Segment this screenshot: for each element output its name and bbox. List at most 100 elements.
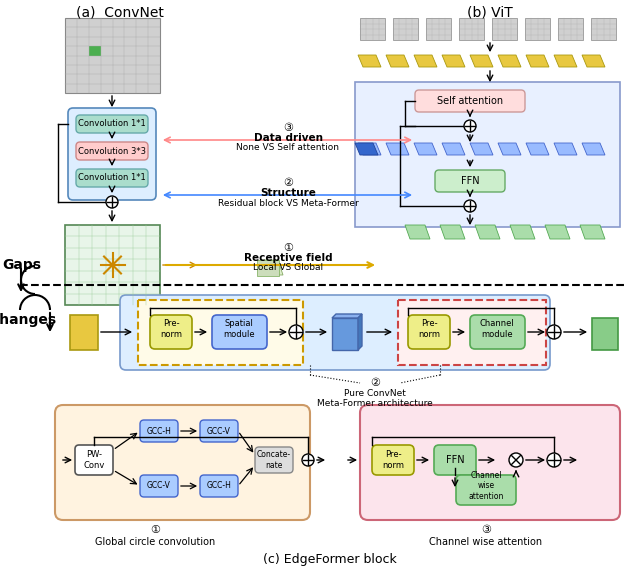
Polygon shape <box>442 55 465 67</box>
Polygon shape <box>582 55 605 67</box>
Text: ②: ② <box>370 378 380 388</box>
Polygon shape <box>498 55 521 67</box>
Text: Local VS Global: Local VS Global <box>253 264 323 273</box>
Bar <box>65 225 160 305</box>
Polygon shape <box>475 225 500 239</box>
Polygon shape <box>442 143 465 155</box>
Text: Convolution 1*1: Convolution 1*1 <box>78 120 146 129</box>
FancyBboxPatch shape <box>140 420 178 442</box>
Text: Residual block VS Meta-Former: Residual block VS Meta-Former <box>218 198 358 208</box>
Text: ①: ① <box>283 243 293 253</box>
Bar <box>426 18 451 40</box>
FancyBboxPatch shape <box>55 405 310 520</box>
Text: (c) EdgeFormer block: (c) EdgeFormer block <box>263 553 397 566</box>
Text: GCC-V: GCC-V <box>147 481 171 490</box>
Circle shape <box>289 325 303 339</box>
Text: GCC-V: GCC-V <box>207 426 231 435</box>
Circle shape <box>547 453 561 467</box>
FancyBboxPatch shape <box>76 169 148 187</box>
Bar <box>360 18 385 40</box>
Text: ①: ① <box>150 525 160 535</box>
Text: FFN: FFN <box>445 455 464 465</box>
Polygon shape <box>405 225 430 239</box>
FancyBboxPatch shape <box>415 90 525 112</box>
Polygon shape <box>386 143 409 155</box>
Text: (a)  ConvNet: (a) ConvNet <box>76 5 164 19</box>
Text: Structure: Structure <box>260 188 316 198</box>
Text: GCC-H: GCC-H <box>147 426 172 435</box>
Bar <box>393 18 418 40</box>
Polygon shape <box>440 225 465 239</box>
FancyBboxPatch shape <box>212 315 267 349</box>
Circle shape <box>509 453 523 467</box>
Bar <box>89 46 100 56</box>
Text: Pre-
norm: Pre- norm <box>382 450 404 469</box>
Polygon shape <box>260 260 283 275</box>
FancyBboxPatch shape <box>200 420 238 442</box>
Polygon shape <box>526 143 549 155</box>
Bar <box>257 260 279 276</box>
Text: Receptive field: Receptive field <box>244 253 332 263</box>
Text: ③: ③ <box>283 123 293 133</box>
Text: Convolution 3*3: Convolution 3*3 <box>78 146 146 155</box>
Text: ②: ② <box>283 178 293 188</box>
Bar <box>592 318 618 350</box>
Text: Channel
wise
attention: Channel wise attention <box>468 471 504 501</box>
FancyBboxPatch shape <box>140 475 178 497</box>
Text: Global circle convolution: Global circle convolution <box>95 537 215 547</box>
Bar <box>591 18 616 40</box>
Polygon shape <box>358 314 362 350</box>
Text: Data driven: Data driven <box>253 133 323 143</box>
Circle shape <box>547 325 561 339</box>
Bar <box>332 318 358 350</box>
Polygon shape <box>358 143 381 155</box>
Polygon shape <box>510 225 535 239</box>
Polygon shape <box>582 143 605 155</box>
Circle shape <box>464 200 476 212</box>
FancyBboxPatch shape <box>408 315 450 349</box>
Text: Convolution 1*1: Convolution 1*1 <box>78 174 146 183</box>
FancyBboxPatch shape <box>456 475 516 505</box>
Polygon shape <box>470 143 493 155</box>
FancyBboxPatch shape <box>435 170 505 192</box>
Bar <box>492 18 517 40</box>
Polygon shape <box>332 314 362 318</box>
FancyBboxPatch shape <box>76 142 148 160</box>
Text: Gaps: Gaps <box>3 258 42 272</box>
FancyBboxPatch shape <box>120 295 550 370</box>
FancyBboxPatch shape <box>255 447 293 473</box>
Text: PW-
Conv: PW- Conv <box>83 450 105 469</box>
Polygon shape <box>355 143 378 155</box>
Circle shape <box>106 196 118 208</box>
Bar <box>459 18 484 40</box>
Text: Concate-
nate: Concate- nate <box>257 450 291 469</box>
Text: Changes: Changes <box>0 313 56 327</box>
Bar <box>65 18 160 93</box>
FancyBboxPatch shape <box>68 108 156 200</box>
FancyBboxPatch shape <box>372 445 414 475</box>
FancyBboxPatch shape <box>434 445 476 475</box>
Text: Pure ConvNet: Pure ConvNet <box>344 388 406 397</box>
Polygon shape <box>526 55 549 67</box>
Text: Pre-
norm: Pre- norm <box>418 319 440 338</box>
Bar <box>355 82 620 227</box>
FancyBboxPatch shape <box>75 445 113 475</box>
Text: ③: ③ <box>481 525 491 535</box>
Text: Channel wise attention: Channel wise attention <box>429 537 543 547</box>
Bar <box>398 300 546 365</box>
Text: Meta-Former architecture: Meta-Former architecture <box>317 399 433 408</box>
Text: FFN: FFN <box>461 176 479 186</box>
FancyBboxPatch shape <box>360 405 620 520</box>
FancyBboxPatch shape <box>470 315 525 349</box>
Circle shape <box>302 454 314 466</box>
Polygon shape <box>498 143 521 155</box>
Bar <box>525 18 550 40</box>
Text: Pre-
norm: Pre- norm <box>160 319 182 338</box>
Circle shape <box>464 120 476 132</box>
Text: (b) ViT: (b) ViT <box>467 5 513 19</box>
Polygon shape <box>386 55 409 67</box>
Polygon shape <box>554 55 577 67</box>
Polygon shape <box>470 55 493 67</box>
FancyBboxPatch shape <box>150 315 192 349</box>
FancyBboxPatch shape <box>76 115 148 133</box>
